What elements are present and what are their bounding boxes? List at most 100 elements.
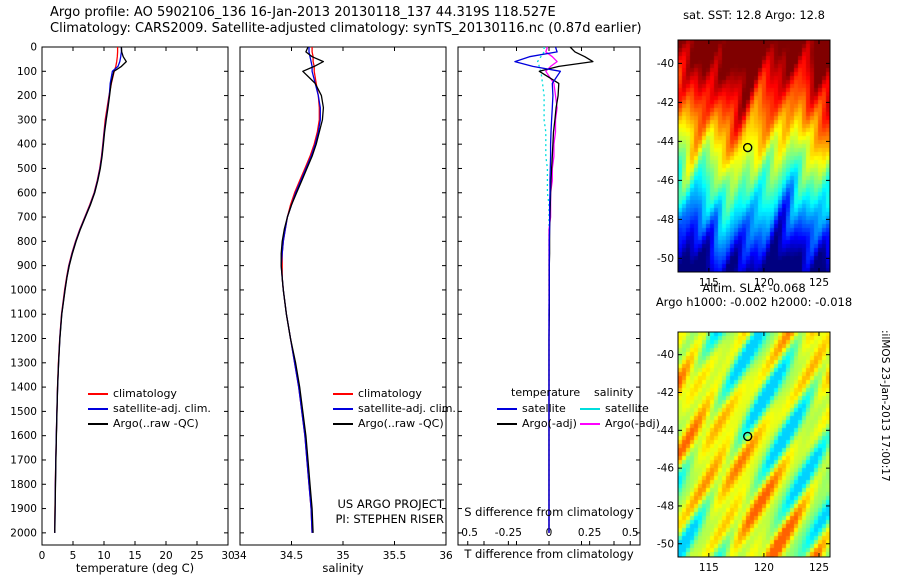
legend-label: satellite-adj. clim.	[113, 402, 211, 415]
legend-label: Argo(-adj)	[605, 417, 660, 430]
legend-item-argo: Argo(..raw -QC)	[88, 416, 211, 431]
difference-legend-temperature: temperature satellite Argo(-adj)	[497, 386, 580, 431]
svg-text:125: 125	[809, 277, 829, 289]
svg-text:-46: -46	[657, 463, 674, 475]
blue-line-sample	[88, 407, 108, 410]
line-satellite-adj-clim-	[280, 47, 321, 533]
legend-item-argo: Argo(..raw -QC)	[333, 416, 456, 431]
black-line-sample	[497, 422, 517, 425]
svg-text:100: 100	[17, 66, 37, 78]
sla-map-title-line2: Argo h1000: -0.002 h2000: -0.018	[655, 295, 853, 309]
red-line-sample	[88, 392, 108, 395]
svg-text:-42: -42	[657, 97, 674, 109]
svg-text:-44: -44	[657, 425, 674, 437]
legend-item-satellite-adj: satellite-adj. clim.	[333, 401, 456, 416]
legend-label: climatology	[358, 387, 422, 400]
svg-text:1300: 1300	[10, 357, 37, 369]
svg-text:36: 36	[439, 550, 453, 562]
svg-text:120: 120	[754, 277, 774, 289]
svg-text:1200: 1200	[10, 333, 37, 345]
sst-map-image	[678, 40, 830, 272]
salinity-axis-label: salinity	[322, 561, 364, 575]
svg-text:1800: 1800	[10, 479, 37, 491]
svg-text:1600: 1600	[10, 430, 37, 442]
legend-group-salinity: salinity	[594, 386, 634, 399]
svg-text:0: 0	[546, 527, 553, 539]
line-temperature-argo-adj-	[538, 46, 594, 533]
svg-text:300: 300	[17, 114, 37, 126]
svg-text:34: 34	[233, 550, 247, 562]
salinity-legend: climatology satellite-adj. clim. Argo(..…	[333, 386, 456, 431]
legend-label: Argo(..raw -QC)	[113, 417, 199, 430]
svg-text:-42: -42	[657, 387, 674, 399]
svg-text:-0.25: -0.25	[495, 527, 522, 539]
figure-subtitle: Climatology: CARS2009. Satellite-adjuste…	[50, 21, 642, 36]
t-difference-axis-label: T difference from climatology	[464, 547, 634, 561]
sla-map-image	[678, 332, 830, 557]
svg-text:500: 500	[17, 163, 37, 175]
line-argo-raw-qc-	[280, 46, 325, 533]
svg-text:-50: -50	[657, 253, 674, 265]
legend-item-satellite-adj: satellite-adj. clim.	[88, 401, 211, 416]
legend-item-t-argo: Argo(-adj)	[497, 416, 580, 431]
svg-text:2000: 2000	[10, 527, 37, 539]
svg-text:35: 35	[336, 550, 349, 562]
svg-text:0.5: 0.5	[622, 527, 639, 539]
svg-text:-50: -50	[657, 538, 674, 550]
legend-item-s-argo: Argo(-adj)	[580, 416, 660, 431]
float-position-marker	[743, 142, 753, 153]
black-line-sample	[333, 422, 353, 425]
us-argo-project-text: US ARGO PROJECT	[337, 497, 444, 511]
difference-panel: -0.5 -0.25 0 0.25 0.5	[457, 46, 641, 546]
svg-text:115: 115	[699, 562, 719, 574]
svg-text:0: 0	[39, 550, 46, 562]
legend-label: climatology	[113, 387, 177, 400]
line-climatology	[281, 47, 320, 533]
svg-text:1400: 1400	[10, 382, 37, 394]
line-temperature-satellite	[514, 46, 562, 533]
svg-text:10: 10	[97, 550, 110, 562]
magenta-line-sample	[580, 422, 600, 425]
line-climatology	[54, 47, 119, 533]
sst-map-title: sat. SST: 12.8 Argo: 12.8	[683, 8, 825, 22]
temperature-panel: 0 5 10 15 20 25 300100200300400500600700800900…	[10, 42, 234, 563]
svg-text:900: 900	[17, 260, 37, 272]
svg-text:-46: -46	[657, 175, 674, 187]
pi-text: PI: STEPHEN RISER	[335, 512, 445, 526]
svg-text:115: 115	[699, 277, 719, 289]
svg-text:125: 125	[809, 562, 829, 574]
svg-text:5: 5	[70, 550, 77, 562]
legend-item-s-satellite: satellite	[580, 401, 660, 416]
svg-text:1500: 1500	[10, 406, 37, 418]
legend-item-t-satellite: satellite	[497, 401, 580, 416]
sla_map-axes: 115 120 125 -40 -42 -44 -46 -48 -50	[657, 331, 831, 574]
svg-text:120: 120	[754, 562, 774, 574]
svg-text:0.25: 0.25	[578, 527, 601, 539]
svg-text:-40: -40	[657, 58, 674, 70]
svg-text:1900: 1900	[10, 503, 37, 515]
legend-group-temperature: temperature	[511, 386, 581, 399]
svg-text:-40: -40	[657, 349, 674, 361]
svg-text:1700: 1700	[10, 454, 37, 466]
svg-text:35.5: 35.5	[383, 550, 406, 562]
svg-text:-48: -48	[657, 214, 674, 226]
salinity-panel: 34 34.5 35 35.5 36	[233, 46, 453, 562]
svg-text:25: 25	[190, 550, 203, 562]
cyan-line-sample	[580, 407, 600, 410]
svg-text:1100: 1100	[10, 309, 37, 321]
temperature-axis-label: temperature (deg C)	[75, 561, 195, 575]
creation-timestamp: :ilMOS 23-Jan-2013 17:00:17	[879, 330, 891, 482]
s-difference-inner-label: S difference from climatology	[464, 505, 634, 519]
svg-text:20: 20	[159, 550, 172, 562]
svg-text:-44: -44	[657, 136, 674, 148]
legend-item-climatology: climatology	[88, 386, 211, 401]
legend-label: satellite-adj. clim.	[358, 402, 456, 415]
svg-text:200: 200	[17, 90, 37, 102]
legend-label: Argo(..raw -QC)	[358, 417, 444, 430]
black-line-sample	[88, 422, 108, 425]
red-line-sample	[333, 392, 353, 395]
svg-text:-0.5: -0.5	[458, 527, 479, 539]
svg-text:1000: 1000	[10, 284, 37, 296]
